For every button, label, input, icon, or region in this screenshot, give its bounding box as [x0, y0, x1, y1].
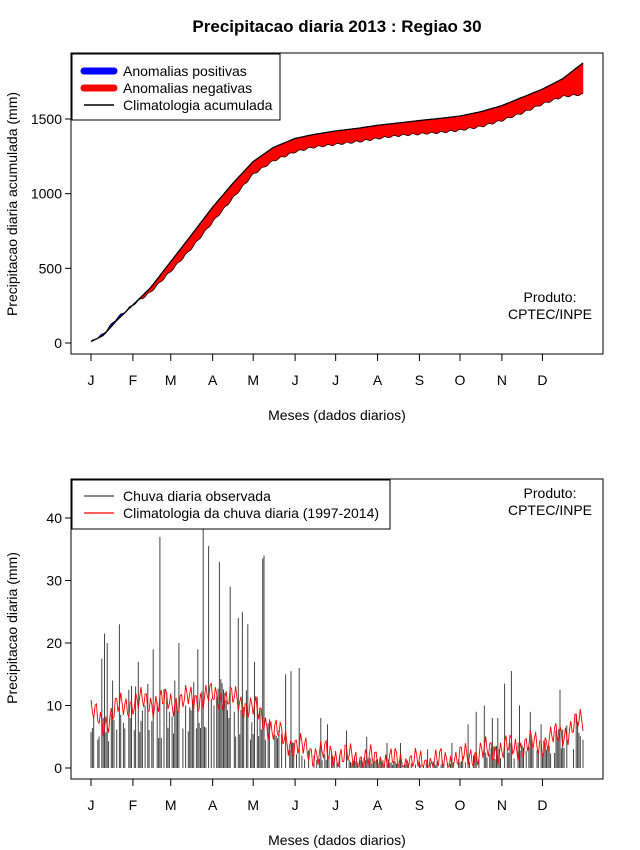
daily-product-label-line2: CPTEC/INPE: [508, 502, 592, 518]
x-tick-label-5: J: [292, 372, 299, 388]
legend-label-observed: Chuva diaria observada: [123, 488, 271, 504]
legend-label-positive: Anomalias positivas: [123, 63, 247, 79]
y-tick-label-3: 1500: [31, 111, 62, 127]
x-tick-label-0: J: [88, 372, 95, 388]
y-tick-label-3: 30: [46, 573, 62, 589]
daily-xlabel: Meses (dados diarios): [268, 832, 406, 848]
x-tick-label-11: D: [537, 797, 547, 813]
accumulated-xlabel: Meses (dados diarios): [268, 407, 406, 423]
daily-panel: 0 10 20 30 40 J F M A M J J A S O N D Precipitacao diar…: [4, 478, 604, 848]
x-tick-label-11: D: [537, 372, 547, 388]
x-tick-label-5: J: [292, 797, 299, 813]
daily-ylabel: Precipitacao diaria (mm): [4, 552, 20, 704]
product-label-line1: Produto:: [524, 289, 577, 305]
accumulated-series-group: [90, 62, 584, 343]
chart-title: Precipitacao diaria 2013 : Regiao 30: [192, 17, 481, 36]
x-tick-label-7: A: [373, 797, 383, 813]
x-tick-label-8: S: [415, 797, 424, 813]
daily-product-label-line1: Produto:: [524, 485, 577, 501]
x-tick-label-2: M: [165, 372, 177, 388]
accumulated-ylabel: Precipitacao diaria acumulada (mm): [4, 92, 20, 316]
y-tick-label-2: 20: [46, 635, 62, 651]
daily-series-group: [90, 480, 584, 769]
x-tick-label-6: J: [332, 372, 339, 388]
y-tick-label-4: 40: [46, 510, 62, 526]
x-tick-label-10: N: [497, 797, 507, 813]
legend-label-climatology-daily: Climatologia da chuva diaria (1997-2014): [123, 505, 379, 521]
x-tick-label-8: S: [415, 372, 424, 388]
x-tick-label-9: O: [455, 372, 466, 388]
daily-legend: Chuva diaria observada Climatologia da c…: [71, 479, 391, 530]
climatology-daily-line: [90, 682, 584, 769]
y-tick-label-1: 500: [39, 260, 63, 276]
y-tick-label-0: 0: [54, 335, 62, 351]
climatology-accumulated-line: [90, 62, 584, 343]
x-tick-label-7: A: [373, 372, 383, 388]
y-tick-label-2: 1000: [31, 186, 62, 202]
x-tick-label-9: O: [455, 797, 466, 813]
daily-y-axis: 0 10 20 30 40: [46, 510, 71, 776]
product-label-line2: CPTEC/INPE: [508, 306, 592, 322]
observed-accumulated-line: [90, 93, 584, 342]
accumulated-y-axis: 0 500 1000 1500: [31, 111, 71, 351]
x-tick-label-4: M: [247, 797, 259, 813]
daily-legend-box: [71, 479, 391, 530]
x-tick-label-4: M: [247, 372, 259, 388]
y-tick-label-0: 0: [54, 760, 62, 776]
x-tick-label-0: J: [88, 797, 95, 813]
accumulated-legend: Anomalias positivas Anomalias negativas …: [71, 53, 281, 121]
x-tick-label-6: J: [332, 797, 339, 813]
x-tick-label-10: N: [497, 372, 507, 388]
y-tick-label-1: 10: [46, 698, 62, 714]
x-tick-label-1: F: [129, 372, 138, 388]
legend-label-negative: Anomalias negativas: [123, 80, 252, 96]
legend-label-climatology: Climatologia acumulada: [123, 97, 273, 113]
x-tick-label-1: F: [129, 797, 138, 813]
accumulated-panel: 0 500 1000 1500 J F M A M J J A S O N D Precipitacao d…: [4, 52, 604, 423]
x-tick-label-3: A: [208, 372, 218, 388]
x-tick-label-3: A: [208, 797, 218, 813]
x-tick-label-2: M: [165, 797, 177, 813]
